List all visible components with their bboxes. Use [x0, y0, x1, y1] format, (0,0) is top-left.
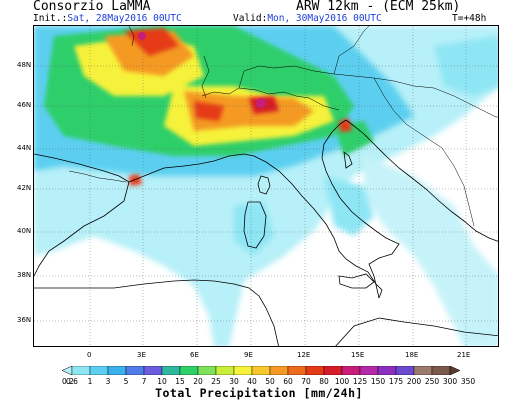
lat-label-36n: 36N	[17, 316, 32, 324]
lon-label-18e: 18E	[405, 351, 419, 359]
colorbar-segment	[71, 366, 91, 375]
forecast-step: T=+48h	[452, 13, 487, 24]
precipitation-colorbar	[62, 366, 460, 375]
colorbar-level-label: 50	[265, 377, 275, 386]
lat-label-48n: 48N	[17, 61, 32, 69]
colorbar-level-label: 40	[247, 377, 257, 386]
colorbar-level-label: 0.2	[62, 377, 74, 386]
colorbar-segment	[197, 366, 217, 375]
colorbar-segment	[341, 366, 361, 375]
colorbar-level-label: 20	[193, 377, 203, 386]
colorbar-level-label: 3	[105, 377, 111, 386]
colorbar-segment	[377, 366, 397, 375]
colorbar-segment	[305, 366, 325, 375]
intense-precip-core	[138, 32, 266, 108]
colorbar-segment	[287, 366, 307, 375]
init-line: Init.:Sat, 28May2016 00UTC	[33, 13, 182, 24]
colorbar-segment	[125, 366, 145, 375]
colorbar-segment	[251, 366, 271, 375]
colorbar-level-label: 60	[283, 377, 293, 386]
colorbar-level-label: 80	[319, 377, 329, 386]
colorbar-level-label: 175	[388, 377, 404, 386]
lon-label-9e: 9E	[244, 351, 253, 359]
colorbar-level-label: 30	[229, 377, 239, 386]
colorbar-level-label: 250	[424, 377, 440, 386]
colorbar-segment	[323, 366, 343, 375]
colorbar-segment	[179, 366, 199, 375]
colorbar-level-label: 7	[141, 377, 147, 386]
colorbar-segment	[233, 366, 253, 375]
valid-line: Valid:Mon, 30May2016 00UTC	[233, 13, 382, 24]
lon-label-21e: 21E	[457, 351, 471, 359]
colorbar-segment	[161, 366, 181, 375]
init-label: Init.:	[33, 13, 68, 24]
coastlines	[34, 119, 498, 346]
valid-label: Valid:	[233, 13, 268, 24]
lat-label-44n: 44N	[17, 144, 32, 152]
lon-label-15e: 15E	[351, 351, 365, 359]
colorbar-level-label: 10	[157, 377, 167, 386]
colorbar-segment	[431, 366, 451, 375]
colorbar-level-label: 5	[123, 377, 129, 386]
valid-value: Mon, 30May2016 00UTC	[267, 13, 382, 24]
colorbar-level-label: 200	[406, 377, 422, 386]
map-canvas	[34, 26, 498, 346]
lat-label-38n: 38N	[17, 271, 32, 279]
colorbar-level-label: 300	[442, 377, 458, 386]
model-title: ARW 12km - (ECM 25km)	[296, 0, 461, 14]
lat-label-46n: 46N	[17, 101, 32, 109]
colorbar-level-label: 350	[460, 377, 476, 386]
colorbar-title: Total Precipitation [mm/24h]	[155, 386, 363, 400]
colorbar-segment	[269, 366, 289, 375]
source-title: Consorzio LaMMA	[33, 0, 151, 14]
colorbar-segment	[359, 366, 379, 375]
colorbar-level-label: 15	[175, 377, 185, 386]
colorbar-left-arrow	[62, 366, 73, 375]
colorbar-segment	[107, 366, 127, 375]
lon-label-0: 0	[87, 351, 92, 359]
colorbar-level-label: 150	[370, 377, 386, 386]
colorbar-level-label: 1	[87, 377, 93, 386]
lat-label-40n: 40N	[17, 227, 32, 235]
country-borders	[68, 26, 498, 227]
init-value: Sat, 28May2016 00UTC	[67, 13, 182, 24]
lon-label-6e: 6E	[190, 351, 199, 359]
colorbar-segment	[215, 366, 235, 375]
colorbar-segment	[395, 366, 415, 375]
colorbar-segment	[89, 366, 109, 375]
colorbar-segment	[143, 366, 163, 375]
colorbar-segment	[413, 366, 433, 375]
colorbar-level-label: 25	[211, 377, 221, 386]
colorbar-level-label: 70	[301, 377, 311, 386]
colorbar-level-label: 100	[334, 377, 350, 386]
lon-label-12e: 12E	[297, 351, 311, 359]
colorbar-level-label: 0.6	[66, 377, 78, 386]
colorbar-right-arrow	[449, 366, 460, 375]
precipitation-map	[33, 25, 499, 347]
lat-label-42n: 42N	[17, 184, 32, 192]
lon-label-3e: 3E	[137, 351, 146, 359]
colorbar-level-label: 125	[352, 377, 368, 386]
